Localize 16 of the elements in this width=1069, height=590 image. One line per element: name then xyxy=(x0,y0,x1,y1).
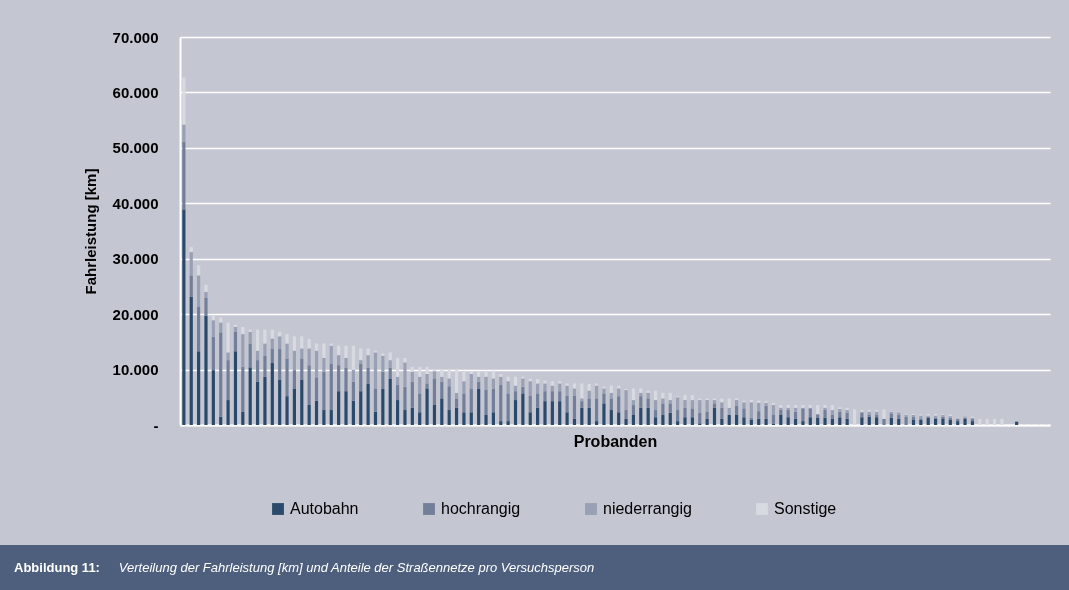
y-tick-label: 20.000 xyxy=(112,305,159,323)
text: Verteilung der Fahrleistung [km] und Anteile der Straßennetze pro Versuchsperson xyxy=(118,560,595,575)
x-axis-title: Probanden xyxy=(573,432,658,450)
y-tick-label: 60.000 xyxy=(112,83,159,101)
y-tick-label: 10.000 xyxy=(112,361,159,379)
y-tick-label: 70.000 xyxy=(112,28,159,46)
y-tick-label: 40.000 xyxy=(112,194,159,212)
y-tick-label: 50.000 xyxy=(112,139,159,157)
legend-label: niederrangig xyxy=(603,500,692,517)
legend-label: Autobahn xyxy=(290,500,359,517)
text: Abbildung 11: xyxy=(14,560,100,575)
legend-label: hochrangig xyxy=(441,500,521,517)
y-axis-title: Fahrleistung [km] xyxy=(81,168,99,295)
y-tick-label: 30.000 xyxy=(112,250,159,268)
y-tick-label: - xyxy=(153,416,159,434)
legend-label: Sonstige xyxy=(774,500,837,517)
